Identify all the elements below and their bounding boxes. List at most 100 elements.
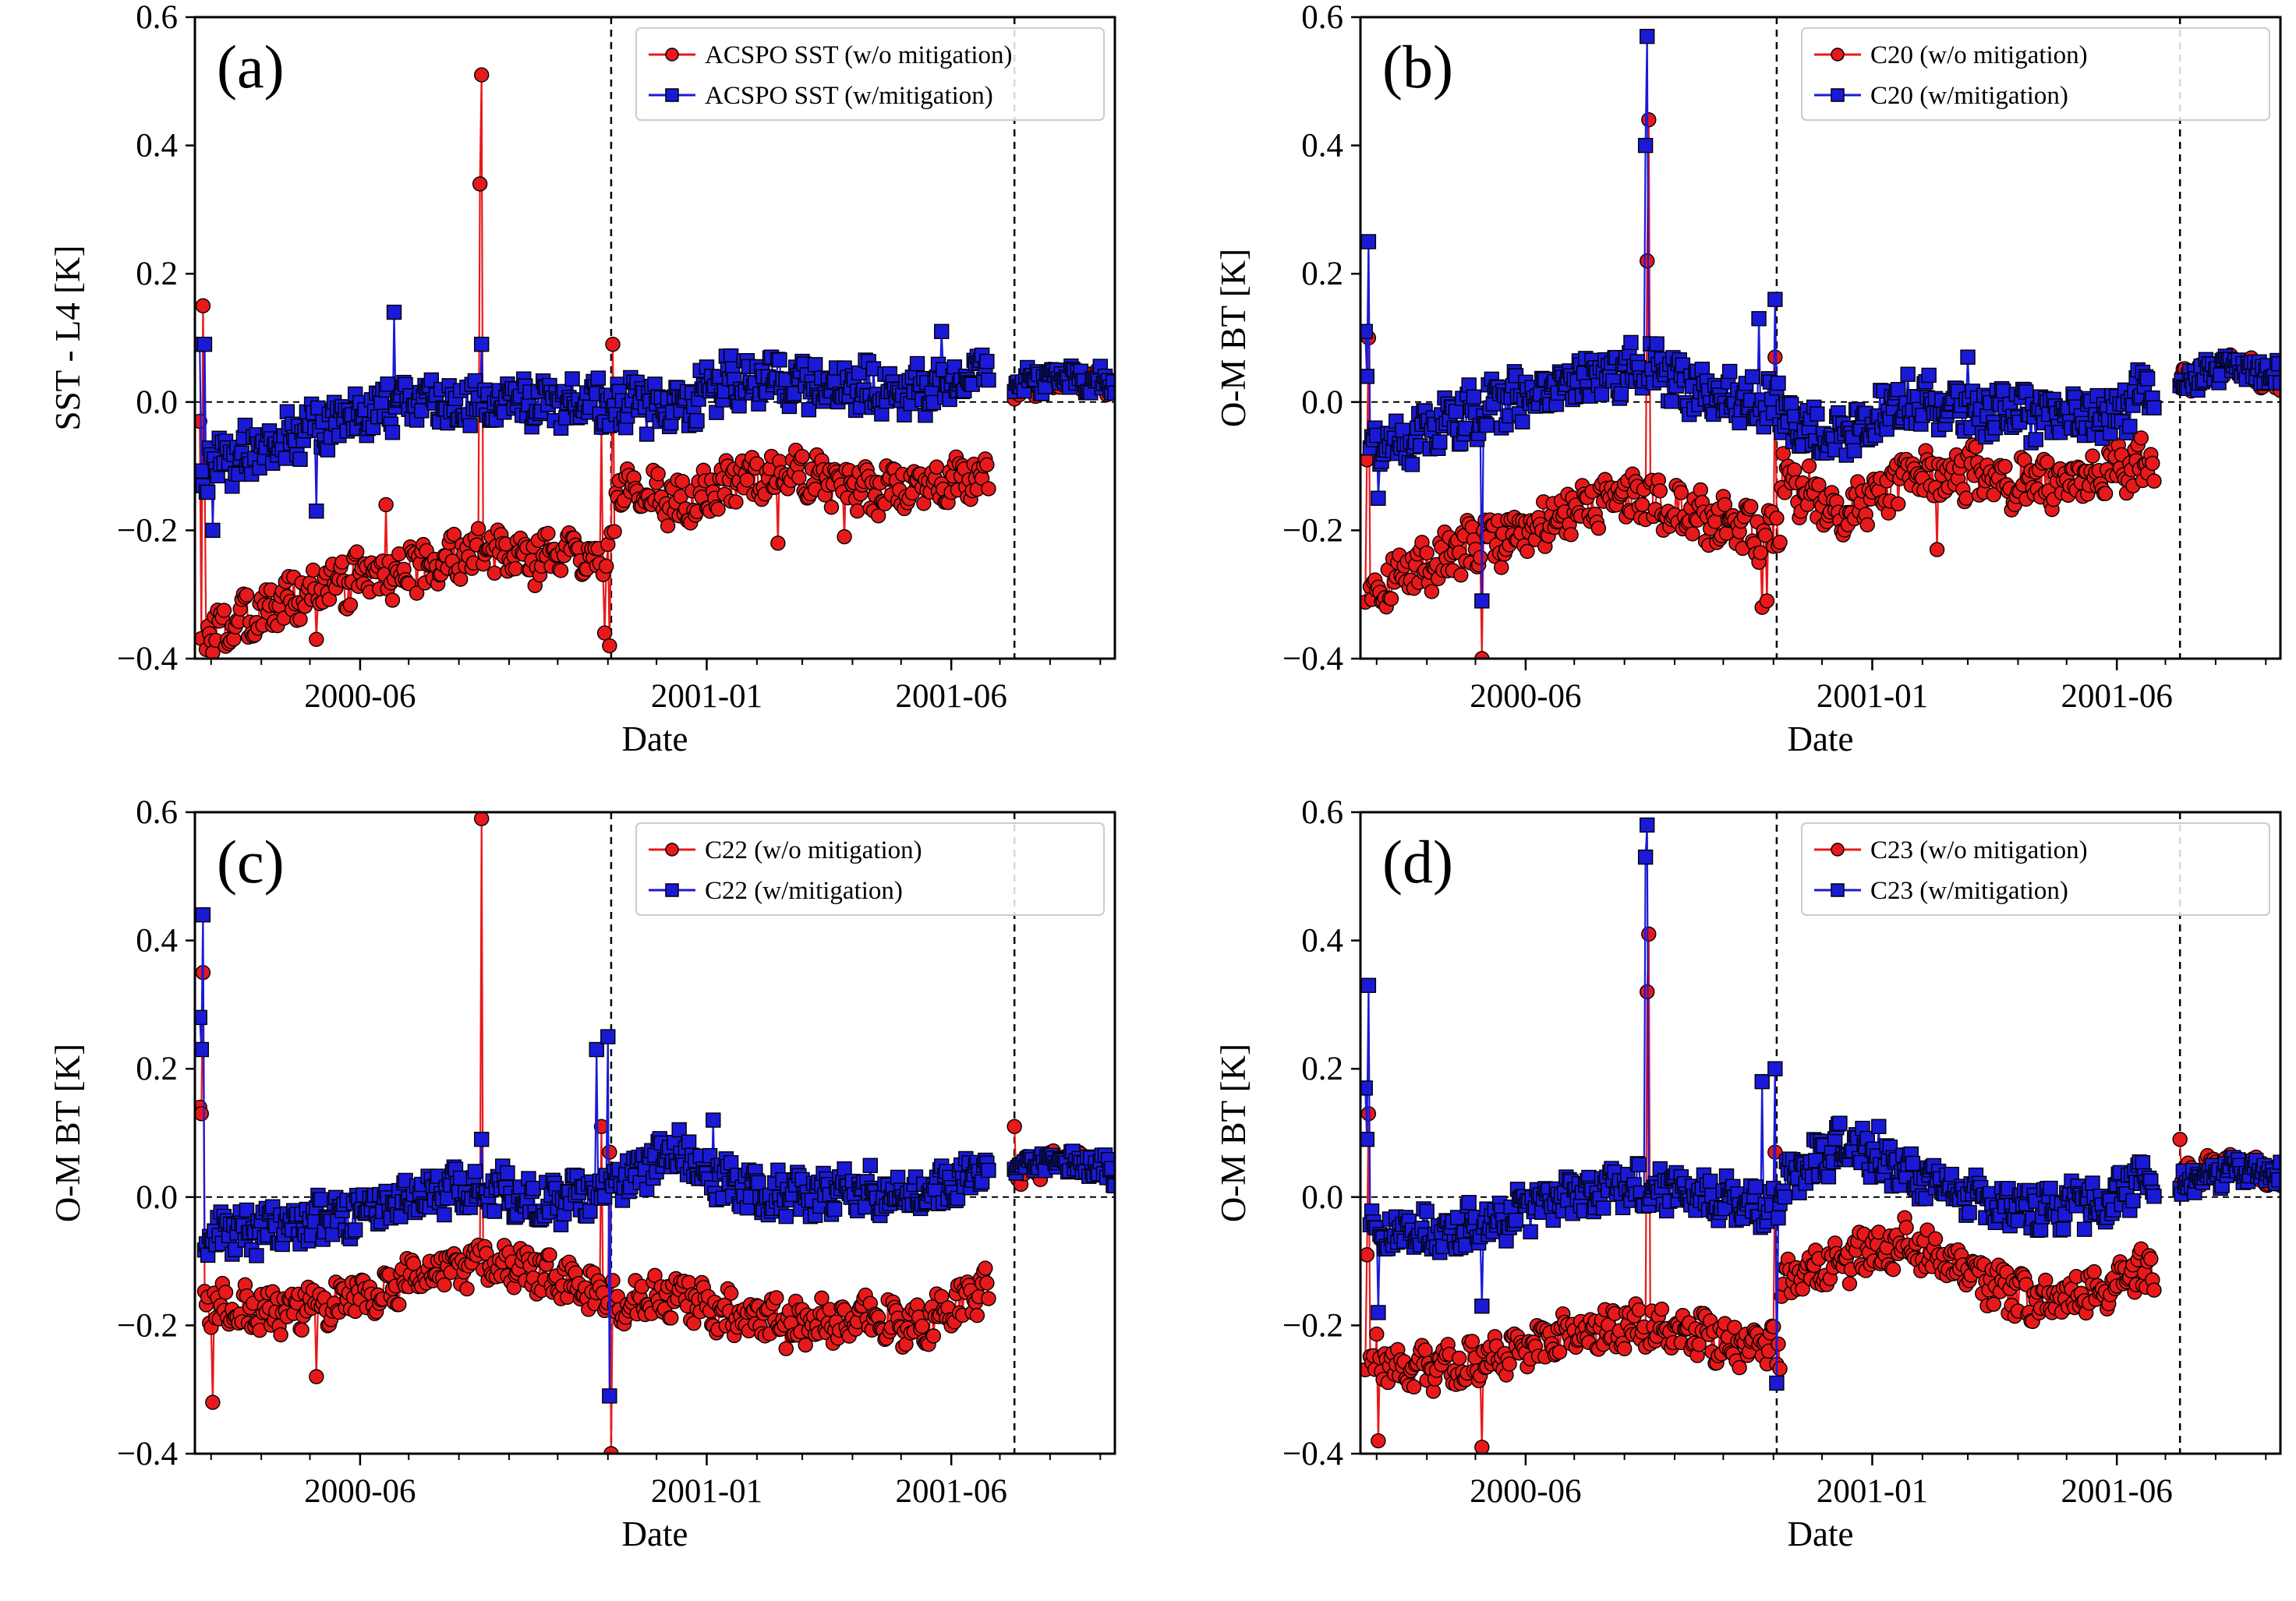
data-point [1900, 366, 1916, 382]
data-point [2172, 1132, 2188, 1147]
panel-label: (b) [1382, 33, 1453, 101]
data-point [205, 1394, 221, 1410]
data-point [467, 1164, 483, 1179]
data-point [1703, 1173, 1718, 1189]
data-point [1783, 396, 1799, 412]
data-point [639, 426, 655, 442]
legend-label: C22 (w/mitigation) [705, 877, 903, 905]
data-point [2146, 473, 2162, 489]
y-tick-label: 0.0 [1301, 384, 1343, 421]
data-point [1523, 1224, 1538, 1240]
data-point [826, 373, 843, 390]
data-point [603, 1446, 619, 1454]
data-point [1479, 417, 1495, 433]
data-point [474, 67, 490, 83]
y-tick-label: −0.4 [117, 1436, 178, 1472]
legend-box [635, 27, 1105, 121]
data-point [1777, 1189, 1792, 1205]
data-point [1417, 1342, 1433, 1358]
data-point [786, 386, 802, 401]
y-tick-label: 0.6 [136, 794, 178, 831]
data-point [874, 406, 890, 422]
y-tick-label: −0.2 [1282, 512, 1343, 549]
x-tick-label: 2000-06 [304, 1473, 416, 1510]
y-tick-label: 0.4 [1301, 128, 1343, 164]
series-with-mitigation [1360, 28, 2280, 609]
data-point [249, 1248, 264, 1263]
data-point [1461, 1195, 1477, 1210]
data-point [660, 518, 676, 534]
series-without-mitigation [1360, 926, 2280, 1454]
data-point [195, 1041, 210, 1058]
x-tick-label: 2001-06 [896, 678, 1007, 715]
data-point [1664, 394, 1679, 409]
data-point [1769, 511, 1785, 526]
data-point [1891, 496, 1906, 512]
data-point [380, 376, 395, 392]
data-point [205, 522, 221, 539]
data-point [2146, 1189, 2162, 1204]
data-point [1107, 385, 1115, 401]
data-point [542, 1247, 557, 1263]
y-tick-label: 0.0 [136, 384, 178, 421]
plot-area [195, 67, 1115, 659]
plot-area [1360, 28, 2280, 659]
data-point [309, 504, 324, 519]
data-point [1360, 369, 1375, 384]
data-point [1960, 349, 1976, 365]
data-point [1383, 591, 1399, 606]
data-point [216, 603, 232, 618]
data-point [474, 812, 490, 826]
data-point [2043, 1180, 2058, 1196]
data-point [2010, 1213, 2026, 1228]
data-point [474, 337, 490, 352]
data-point [1473, 550, 1488, 565]
data-point [647, 376, 663, 392]
data-point [474, 1132, 490, 1147]
data-point [472, 176, 488, 192]
x-axis-label: Date [1788, 1514, 1854, 1553]
data-point [1929, 542, 1945, 557]
data-point [292, 451, 308, 467]
data-point [582, 1203, 598, 1219]
data-point [1905, 1155, 1921, 1172]
data-point [1502, 1356, 1517, 1372]
y-axis-label: O-M BT [K] [1214, 249, 1253, 427]
data-point [1693, 482, 1708, 498]
data-point [1360, 323, 1373, 339]
data-point [778, 1208, 794, 1225]
data-point [1771, 1210, 1786, 1226]
data-point [1640, 28, 1655, 44]
data-point [320, 442, 336, 458]
data-point [321, 592, 338, 607]
data-point [2038, 1272, 2054, 1288]
data-point [2076, 1221, 2093, 1237]
data-point [689, 413, 705, 429]
x-tick-label: 2000-06 [1470, 1473, 1581, 1510]
data-point [801, 402, 817, 418]
data-point [1944, 1166, 1959, 1182]
data-point [739, 472, 755, 488]
data-point [1474, 1299, 1490, 1314]
data-point [1419, 545, 1435, 561]
data-point [2040, 454, 2055, 470]
data-point [2273, 1154, 2280, 1170]
data-point [1801, 458, 1817, 474]
data-point [292, 611, 308, 627]
x-tick-label: 2001-06 [896, 1473, 1007, 1510]
data-point [437, 1207, 452, 1223]
data-point [309, 631, 324, 648]
data-point [1759, 593, 1775, 609]
data-point [979, 457, 995, 473]
data-point [1613, 386, 1629, 401]
x-tick-label: 2001-01 [651, 678, 762, 715]
y-tick-label: 0.0 [1301, 1179, 1343, 1216]
data-point [1508, 1212, 1524, 1228]
data-point [2097, 486, 2114, 501]
data-point [1474, 1440, 1490, 1454]
data-point [2146, 1282, 2162, 1298]
data-point [1958, 490, 1974, 506]
data-point [1757, 528, 1774, 543]
data-point [2028, 432, 2044, 447]
